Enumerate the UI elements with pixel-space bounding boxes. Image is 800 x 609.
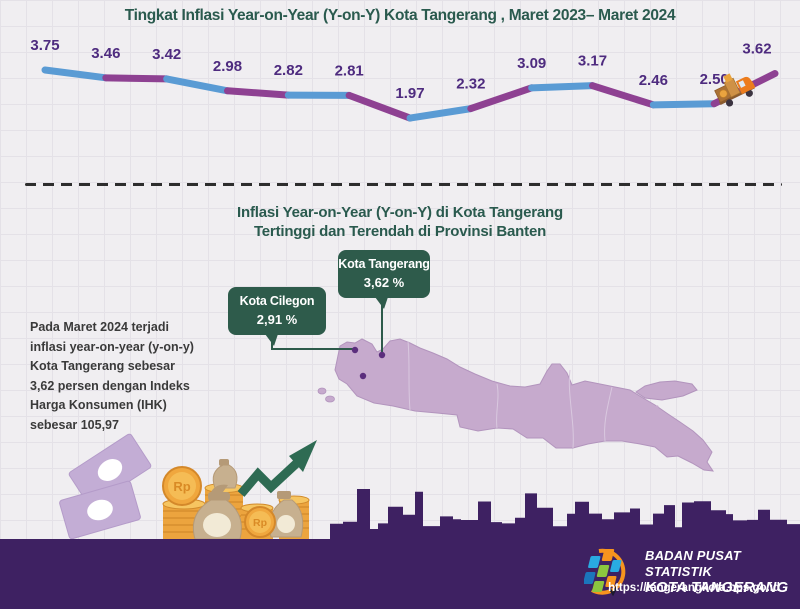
- chart-segment: [163, 75, 231, 95]
- callout-cilegon-value: 2,91 %: [256, 312, 298, 327]
- rupiah-coin: Rp: [162, 466, 202, 506]
- chart-value-label: 3.62: [742, 41, 771, 58]
- callout-tangerang-value: 3,62 %: [363, 275, 405, 290]
- callout-tangerang-name: Kota Tangerang: [338, 257, 430, 271]
- money-bag-small: [212, 459, 238, 489]
- cilegon-map-dot: [351, 346, 359, 354]
- chart-value-labels: 3.75 3.46 3.42 2.98 2.82 2.81 1.97 2.32 3.09 3.17…: [30, 37, 771, 102]
- chart-value-label: 1.97: [395, 85, 424, 102]
- chart-segment: [102, 74, 171, 83]
- chart-segment: [589, 82, 657, 109]
- chart-segment: [41, 66, 110, 82]
- footer-url-link[interactable]: https://tangerangkota.bps.go.id: [608, 582, 780, 594]
- chart-value-label: 3.46: [91, 45, 120, 62]
- province-borders: [407, 340, 613, 449]
- section2-title-line1: Inflasi Year-on-Year (Y-on-Y) di Kota Ta…: [237, 204, 563, 221]
- chart-value-label: 2.82: [274, 62, 303, 79]
- chart-segment: [345, 91, 414, 122]
- footer-org-name: BADAN PUSAT STATISTIK KOTA TANGERANG: [645, 548, 800, 596]
- chart-title: Tingkat Inflasi Year-on-Year (Y-on-Y) Ko…: [124, 7, 676, 24]
- growth-arrow: [237, 440, 317, 497]
- delivery-truck-icon: [714, 73, 756, 107]
- chart-value-label: 3.75: [30, 37, 59, 54]
- callout-kota-tangerang: Kota Tangerang 3,62 %: [338, 250, 430, 309]
- java-island-map: [317, 338, 715, 472]
- section2-title-line2: Tertinggi dan Terendah di Provinsi Bante…: [253, 223, 547, 240]
- narrative-text: Pada Maret 2024 terjadi inflasi year-on-…: [30, 320, 194, 432]
- svg-text:Rp: Rp: [253, 517, 267, 529]
- chart-segment: [406, 105, 475, 122]
- chart-segment: [649, 100, 718, 109]
- cilegon-connector-line: [271, 340, 353, 350]
- footer-org-line1: BADAN PUSAT STATISTIK: [645, 548, 741, 579]
- svg-text:Rp: Rp: [173, 479, 190, 494]
- chart-value-label: 3.42: [152, 46, 181, 63]
- chart-value-label: 2.32: [456, 76, 485, 93]
- bps-logo: [584, 548, 626, 597]
- tangerang-map-dot: [378, 351, 386, 359]
- java-island-shape: [317, 338, 715, 472]
- chart-value-label: 2.81: [335, 62, 364, 79]
- footer-bar: BADAN PUSAT STATISTIK KOTA TANGERANG htt…: [0, 539, 800, 609]
- callout-cilegon-name: Kota Cilegon: [239, 294, 315, 308]
- chart-segment: [467, 84, 536, 113]
- rupiah-coin: Rp: [244, 506, 276, 538]
- chart-value-label: 3.17: [578, 53, 607, 70]
- chart-segment: [224, 87, 292, 99]
- footer-org-line2: KOTA TANGERANG: [645, 579, 789, 596]
- money-bag-large: [192, 484, 242, 539]
- chart-value-label: 2.46: [639, 72, 668, 89]
- dashed-divider: [25, 183, 782, 187]
- serang-map-dot: [359, 372, 367, 380]
- chart-value-label: 2.98: [213, 58, 242, 75]
- callout-kota-cilegon: Kota Cilegon 2,91 %: [228, 287, 326, 346]
- inflation-line-chart: 3.75 3.46 3.42 2.98 2.82 2.81 1.97 2.32 3.09 3.17…: [30, 37, 779, 122]
- section2-title: Inflasi Year-on-Year (Y-on-Y) di Kota Ta…: [0, 203, 800, 241]
- money-bag-right: [269, 491, 304, 538]
- chart-segment: [528, 82, 596, 92]
- madura-island-shape: [635, 380, 698, 401]
- chart-value-label: 3.09: [517, 55, 546, 72]
- city-skyline-silhouette: [330, 489, 800, 539]
- chart-value-label: 2.50: [700, 71, 729, 88]
- money-growth-illustration: Rp Rp: [59, 433, 317, 539]
- banknotes: [59, 433, 152, 539]
